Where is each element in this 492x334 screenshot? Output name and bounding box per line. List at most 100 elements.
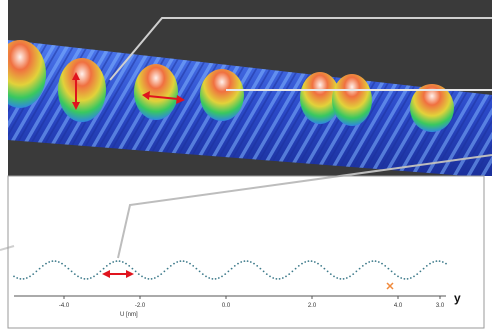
profile-dot xyxy=(313,261,316,263)
profile-dot xyxy=(240,261,243,263)
plot-frame xyxy=(7,175,485,329)
profile-dot xyxy=(301,262,303,265)
profile-dot xyxy=(227,270,230,273)
profile-dot xyxy=(224,273,227,275)
profile-dot xyxy=(246,260,249,262)
profile-dot xyxy=(67,267,70,270)
profile-dot xyxy=(310,260,313,262)
profile-dot xyxy=(83,278,86,280)
profile-dot xyxy=(361,265,364,267)
profile-dot xyxy=(419,270,422,273)
profile-dot xyxy=(275,278,278,280)
profile-dot xyxy=(339,278,342,280)
profile-dot xyxy=(329,273,332,275)
x-tick-label: 4.0 xyxy=(394,303,403,309)
profile-dot xyxy=(237,262,239,265)
profile-dot xyxy=(432,261,435,263)
profile-dot xyxy=(230,267,233,270)
profile-dot xyxy=(320,265,323,267)
surface-peak xyxy=(134,64,178,120)
profile-dot xyxy=(141,275,143,278)
profile-dot xyxy=(384,265,387,267)
profile-dot xyxy=(70,270,73,273)
profile-dot xyxy=(349,275,351,278)
profile-dot xyxy=(45,262,47,265)
profile-dot xyxy=(185,261,188,263)
profile-dot xyxy=(86,278,89,280)
profile-dot xyxy=(422,267,425,270)
profile-dot xyxy=(409,277,412,279)
profile-dot xyxy=(153,277,156,279)
profile-dot xyxy=(281,277,284,279)
x-tick-label: -2.0 xyxy=(135,303,146,309)
profile-dot xyxy=(291,270,294,273)
x-tick-label: -4.0 xyxy=(59,303,70,309)
profile-dot xyxy=(169,265,172,267)
profile-dot xyxy=(41,265,44,267)
profile-dot xyxy=(393,273,396,275)
profile-dot xyxy=(272,277,275,279)
profile-dot xyxy=(262,270,265,273)
profile-dot xyxy=(323,267,326,270)
profile-dot xyxy=(326,270,329,273)
x-axis-ticks: -4.0 -2.0 0.0 2.0 4.0 3.0 xyxy=(59,296,445,309)
profile-dot xyxy=(217,277,220,279)
profile-dot xyxy=(147,278,150,280)
profile-dot xyxy=(441,261,444,263)
profile-dot xyxy=(256,265,259,267)
profile-dot xyxy=(32,273,35,275)
surface-peak xyxy=(8,40,46,108)
profile-dot xyxy=(377,261,380,263)
profile-dot xyxy=(77,275,79,278)
profile-dot xyxy=(413,275,415,278)
profile-dot xyxy=(54,260,57,262)
profile-dot xyxy=(307,260,310,262)
x-axis-label: U [nm] xyxy=(120,312,138,318)
x-tick-label: 3.0 xyxy=(436,303,445,309)
profile-dot xyxy=(64,265,67,267)
profile-dot xyxy=(317,262,319,265)
profile-dot xyxy=(429,262,431,265)
profile-dot xyxy=(381,262,383,265)
profile-dot xyxy=(115,260,118,262)
profile-dot xyxy=(374,260,377,262)
profile-dot xyxy=(214,278,217,280)
profile-dot xyxy=(259,267,262,270)
profile-dot xyxy=(336,277,339,279)
surface-peak xyxy=(200,69,244,121)
profile-curve xyxy=(13,260,447,280)
profile-dot xyxy=(233,265,236,267)
profile-dot xyxy=(390,270,393,273)
profile-dot xyxy=(333,275,335,278)
profile-dot xyxy=(102,267,105,270)
profile-dot xyxy=(445,262,447,265)
profile-dot xyxy=(400,277,403,279)
profile-dot xyxy=(118,260,121,262)
profile-dot xyxy=(221,275,223,278)
profile-dot xyxy=(285,275,287,278)
profile-dot xyxy=(105,265,108,267)
profile-dot xyxy=(25,277,28,279)
profile-dot xyxy=(304,261,307,263)
axis-letter: y xyxy=(454,291,461,305)
profile-dot xyxy=(355,270,358,273)
profile-dot xyxy=(13,275,15,278)
x-tick-label: 2.0 xyxy=(308,303,317,309)
profile-dot xyxy=(121,261,124,263)
profile-dot xyxy=(192,265,195,267)
profile-dot xyxy=(365,262,367,265)
profile-dot xyxy=(179,260,182,262)
profile-dot xyxy=(96,273,99,275)
x-tick-label: 0.0 xyxy=(222,303,231,309)
profile-dot xyxy=(294,267,297,270)
profile-dot xyxy=(22,278,25,280)
profile-dot xyxy=(416,273,419,275)
profile-dot xyxy=(57,261,60,263)
profile-dot xyxy=(109,262,111,265)
profile-dot xyxy=(19,278,22,280)
profile-dot xyxy=(144,277,147,279)
profile-dot xyxy=(269,275,271,278)
profile-dot xyxy=(61,262,63,265)
surface-peak xyxy=(300,72,340,124)
profile-dot xyxy=(205,275,207,278)
